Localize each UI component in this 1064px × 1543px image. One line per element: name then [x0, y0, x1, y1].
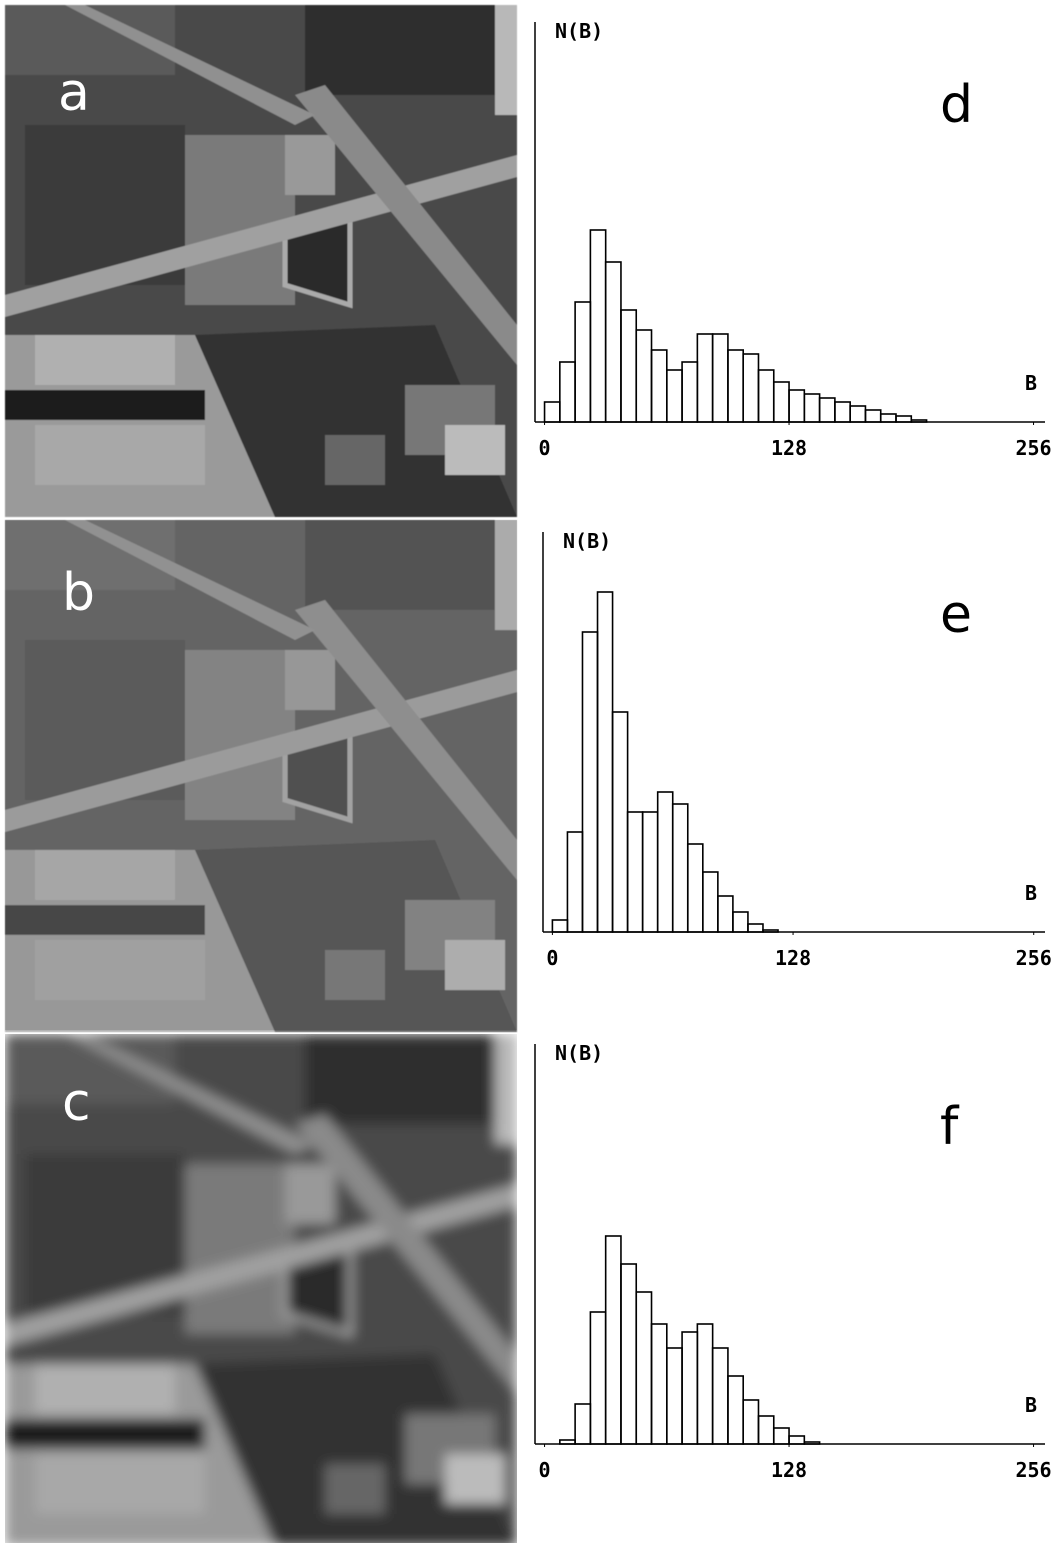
- histogram-bar: [636, 1292, 651, 1444]
- histogram-bar: [545, 402, 560, 422]
- x-tick-label: 0: [539, 1458, 551, 1482]
- histogram-bar: [688, 844, 703, 932]
- histogram-bar: [560, 362, 575, 422]
- histogram-bar: [804, 1442, 819, 1444]
- histogram-bar: [789, 1436, 804, 1444]
- histogram-bar: [881, 414, 896, 422]
- panel-label: a: [58, 63, 90, 123]
- histogram-bar: [590, 230, 605, 422]
- histogram-bar: [911, 420, 926, 422]
- histogram-bar: [763, 930, 778, 932]
- histogram-bar: [728, 350, 743, 422]
- histogram-bar: [667, 1348, 682, 1444]
- histogram-bar: [850, 406, 865, 422]
- x-axis-label: B: [1025, 881, 1037, 905]
- y-axis-label: N(B): [555, 1041, 603, 1065]
- histogram-bar: [658, 792, 673, 932]
- x-tick-label: 256: [1015, 436, 1051, 460]
- histogram-bar: [636, 330, 651, 422]
- histogram-bar: [697, 334, 712, 422]
- histogram-bar: [575, 1404, 590, 1444]
- x-tick-label: 128: [771, 1458, 807, 1482]
- histogram-bar: [582, 632, 597, 932]
- y-axis-label: N(B): [555, 19, 603, 43]
- histogram-bar: [560, 1440, 575, 1444]
- panel-label: b: [62, 563, 95, 623]
- histogram-bar: [804, 394, 819, 422]
- y-axis-label: N(B): [563, 529, 611, 553]
- histogram-bar: [743, 1400, 758, 1444]
- histogram-bar: [667, 370, 682, 422]
- histogram-bar: [682, 362, 697, 422]
- histogram-bar: [774, 382, 789, 422]
- histogram-bar: [733, 912, 748, 932]
- x-tick-label: 128: [775, 946, 811, 970]
- histogram-bar: [673, 804, 688, 932]
- histogram-bar: [774, 1428, 789, 1444]
- histogram-bar: [758, 370, 773, 422]
- histogram-bar: [652, 1324, 667, 1444]
- histogram-bar: [628, 812, 643, 932]
- x-tick-label: 128: [771, 436, 807, 460]
- histogram-bar: [713, 1348, 728, 1444]
- histogram-bar: [606, 262, 621, 422]
- figure: a b c 0 128 256 N(B) Bd 0 128 256 N(B) Be 0 128 256 N…: [0, 0, 1064, 1543]
- histogram-bar: [552, 920, 567, 932]
- histogram-bar: [613, 712, 628, 932]
- histogram-bar: [575, 302, 590, 422]
- x-tick-label: 0: [546, 946, 558, 970]
- x-axis-label: B: [1025, 1393, 1037, 1417]
- histogram-bar: [621, 1264, 636, 1444]
- histogram-bar: [606, 1236, 621, 1444]
- x-tick-label: 256: [1015, 1458, 1051, 1482]
- histogram-bar: [748, 924, 763, 932]
- histogram-bar: [697, 1324, 712, 1444]
- histogram-bar: [652, 350, 667, 422]
- histogram-bar: [728, 1376, 743, 1444]
- histogram-bar: [718, 896, 733, 932]
- histogram-bar: [789, 390, 804, 422]
- panel-label: d: [940, 75, 973, 135]
- histogram-bar: [703, 872, 718, 932]
- histogram-bar: [682, 1332, 697, 1444]
- histogram-bar: [621, 310, 636, 422]
- panel-label: e: [940, 585, 972, 645]
- panel-label: c: [62, 1073, 91, 1133]
- histogram-bar: [820, 398, 835, 422]
- histogram-bar: [758, 1416, 773, 1444]
- histogram-bar: [643, 812, 658, 932]
- histogram-bar: [567, 832, 582, 932]
- panel-label: f: [940, 1097, 960, 1157]
- x-axis-label: B: [1025, 371, 1037, 395]
- histogram-bar: [713, 334, 728, 422]
- histogram-bar: [865, 410, 880, 422]
- x-tick-label: 256: [1016, 946, 1052, 970]
- histogram-bar: [743, 354, 758, 422]
- histogram-bar: [590, 1312, 605, 1444]
- x-tick-label: 0: [539, 436, 551, 460]
- histogram-bar: [835, 402, 850, 422]
- histogram-bar: [896, 416, 911, 422]
- histogram-bar: [598, 592, 613, 932]
